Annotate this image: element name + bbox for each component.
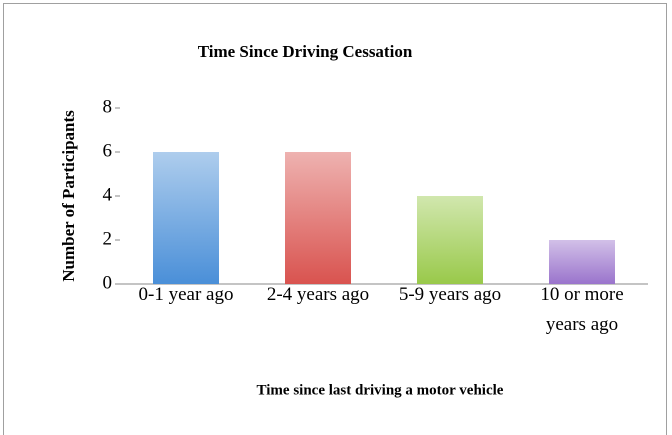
- y-tick-label: 0: [103, 272, 113, 293]
- y-tick-label: 8: [103, 96, 113, 117]
- x-tick-label-box: 2-4 years ago: [266, 284, 370, 305]
- y-axis-label: Number of Participants: [59, 110, 78, 282]
- bar: [549, 240, 615, 284]
- x-tick-label: 0-1 year ago: [138, 284, 234, 305]
- x-tick-label-box: 5-9 years ago: [398, 284, 502, 305]
- x-tick-label: 5-9 years ago: [398, 284, 502, 305]
- bar: [153, 152, 219, 284]
- bar: [285, 152, 351, 284]
- y-tick-label: 6: [103, 140, 113, 161]
- chart-title: Time Since Driving Cessation: [198, 42, 413, 61]
- x-axis-label: Time since last driving a motor vehicle: [257, 382, 504, 398]
- x-tick-label-box: 10 or more years ago: [540, 284, 624, 335]
- x-tick-label: 2-4 years ago: [266, 284, 370, 305]
- bar: [417, 196, 483, 284]
- x-tick-label: 10 or more years ago: [540, 284, 624, 335]
- y-tick-label: 4: [103, 184, 113, 205]
- y-tick-label: 2: [103, 228, 113, 249]
- x-tick-label-box: 0-1 year ago: [138, 284, 234, 305]
